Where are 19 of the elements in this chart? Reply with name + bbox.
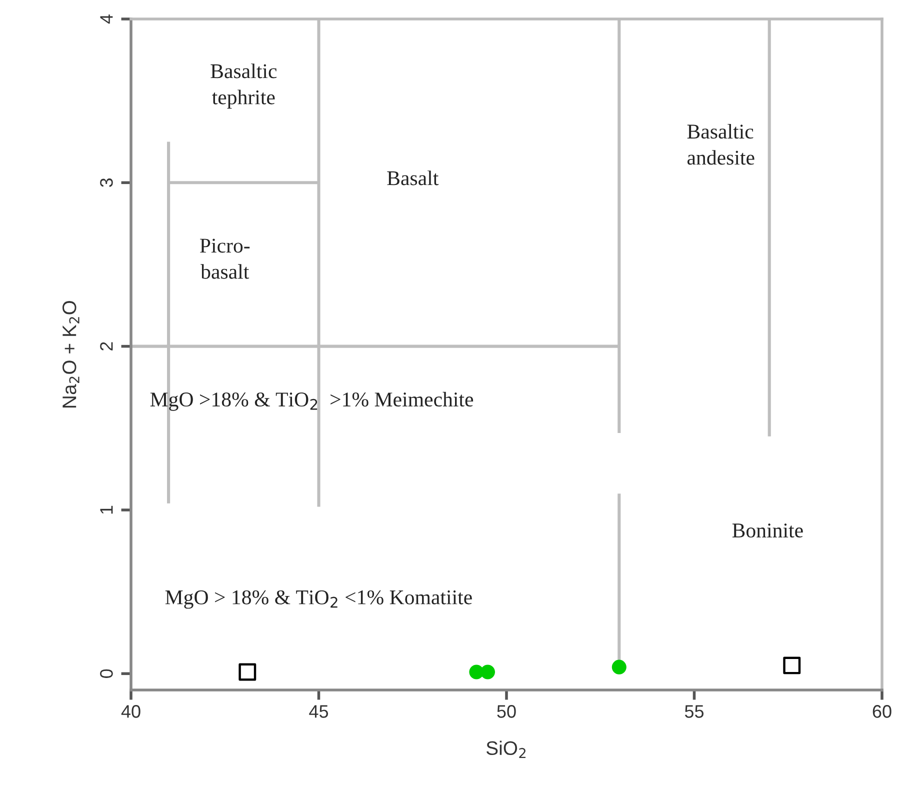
- y-tick-label: 2: [100, 342, 113, 350]
- x-tick-label: 55: [684, 705, 704, 718]
- x-tick-label: 40: [121, 705, 140, 718]
- x-tick-label: 60: [872, 705, 892, 718]
- x-tick-label: 50: [497, 705, 516, 718]
- annotation: Basaltic andesite: [687, 124, 754, 165]
- annotation: MgO >18% & TiO$_{2}$ >1% Meimechite: [150, 392, 474, 411]
- annotation: Basaltic tephrite: [210, 64, 277, 109]
- annotation: MgO > 18% & TiO$_{2}$ <1% Komatiite: [165, 590, 472, 609]
- annotation: Basalt: [387, 170, 439, 186]
- y-axis-title: Na$_{2}$O + K$_{2}$O: [62, 300, 80, 408]
- y-tick-label: 4: [100, 14, 113, 24]
- y-tick-label: 1: [100, 506, 113, 514]
- y-tick-label: 0: [100, 669, 113, 678]
- y-tick-label: 3: [100, 178, 113, 187]
- x-axis-title: SiO$_{2}$: [486, 740, 526, 758]
- annotation: Picro- basalt: [200, 238, 250, 279]
- annotation: Boninite: [732, 524, 803, 538]
- x-tick-label: 45: [309, 705, 328, 718]
